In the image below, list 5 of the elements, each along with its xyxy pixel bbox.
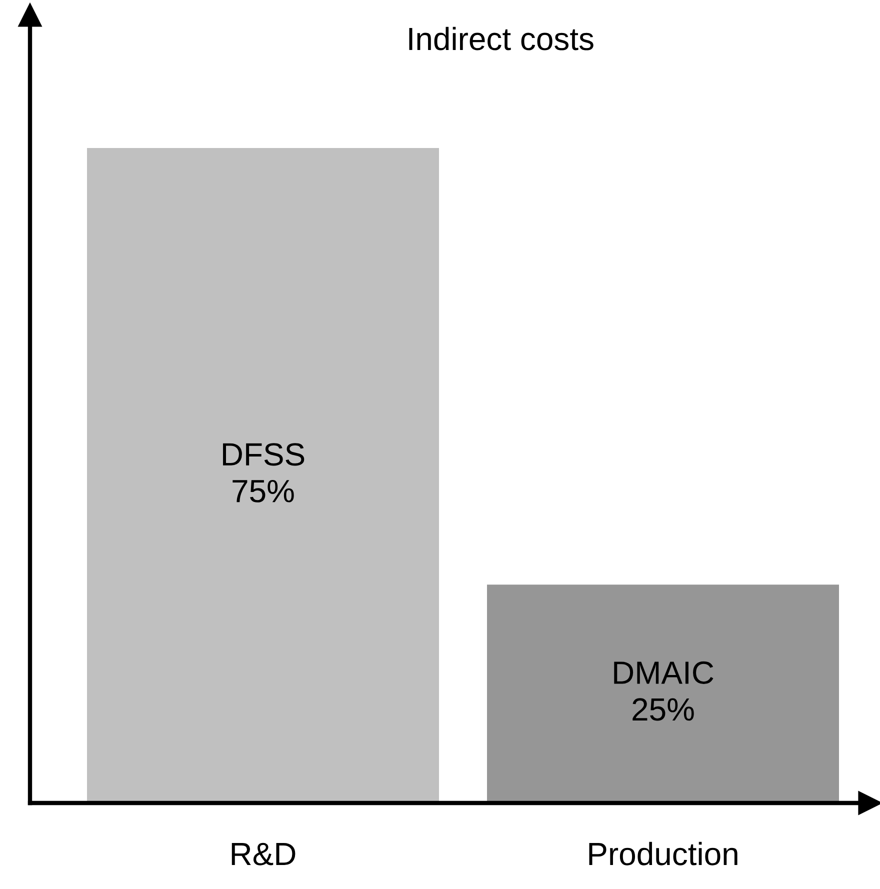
x-tick-label: Production (589, 842, 738, 866)
chart-title: Indirect costs (409, 26, 594, 50)
x-tick-label: R&D (232, 842, 296, 866)
data-label: DFSS 75% (223, 443, 304, 502)
data-label: DMAIC 25% (614, 661, 714, 721)
